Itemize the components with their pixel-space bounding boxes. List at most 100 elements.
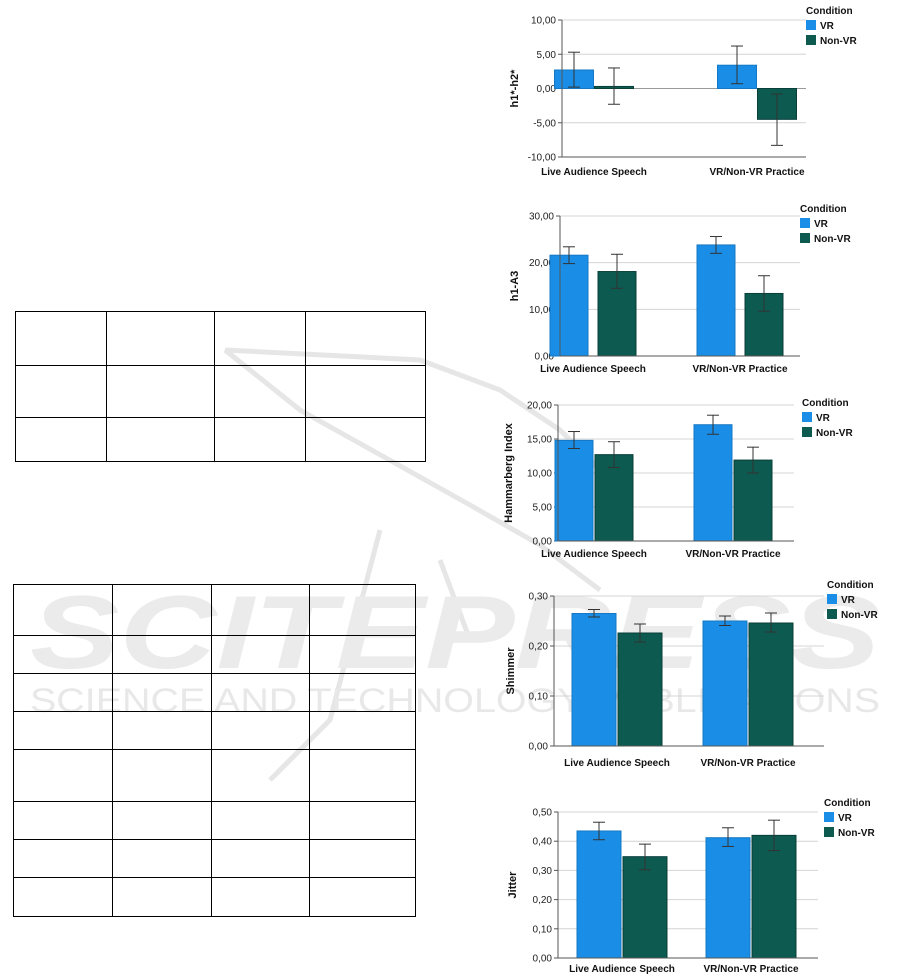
y-axis-title: h1*-h2* (509, 69, 521, 108)
legend-label: VR (816, 413, 831, 424)
legend-title: Condition (806, 6, 853, 17)
legend-title: Condition (824, 798, 871, 809)
legend-swatch-vr (802, 412, 812, 422)
table-cell (111, 877, 212, 917)
table-row (15, 365, 426, 418)
bar-vr (693, 424, 733, 542)
legend-swatch-vr (806, 20, 816, 30)
x-category-label: VR/Non-VR Practice (709, 167, 804, 178)
y-tick-label: 5,00 (533, 503, 553, 514)
table-cell (309, 635, 416, 674)
table-row (13, 877, 416, 917)
table-cell (15, 365, 107, 418)
table-row (15, 417, 426, 462)
table-row (13, 584, 416, 636)
table-cell (111, 673, 212, 712)
table-cell (309, 877, 416, 917)
y-tick-label: 0,00 (529, 742, 549, 753)
legend-swatch-non-vr (824, 827, 834, 837)
y-tick-label: -5,00 (533, 118, 556, 129)
legend-title: Condition (800, 204, 847, 215)
x-category-label: Live Audience Speech (564, 758, 670, 769)
table-cell (213, 417, 307, 462)
legend-title: Condition (802, 398, 849, 409)
table-cell (13, 839, 113, 878)
table-cell (15, 311, 107, 366)
empty-table-bottom (13, 584, 416, 917)
y-tick-label: 0,10 (529, 692, 549, 703)
y-tick-label: 10,00 (527, 469, 552, 480)
y-tick-label: -10,00 (528, 153, 557, 164)
legend-label: VR (841, 595, 856, 606)
legend-swatch-non-vr (802, 427, 812, 437)
table-row (13, 801, 416, 840)
table-cell (13, 711, 113, 750)
y-tick-label: 20,00 (529, 258, 554, 269)
y-tick-label: 0,00 (533, 954, 553, 965)
table-cell (111, 584, 212, 636)
x-category-label: Live Audience Speech (541, 167, 647, 178)
y-tick-label: 10,00 (529, 305, 554, 316)
table-cell (305, 417, 426, 462)
bar-vr (696, 244, 736, 357)
bar-non-vr (622, 856, 668, 959)
legend-swatch-non-vr (806, 35, 816, 45)
y-tick-label: 20,00 (527, 401, 552, 412)
x-category-label: VR/Non-VR Practice (685, 549, 780, 560)
bar-vr (576, 830, 622, 959)
table-cell (309, 711, 416, 750)
table-row (13, 839, 416, 878)
legend-label: Non-VR (816, 428, 853, 439)
legend-label: Non-VR (841, 610, 878, 621)
bar-vr (705, 837, 751, 959)
table-cell (105, 311, 215, 366)
legend-swatch-vr (824, 812, 834, 822)
bar-vr (571, 613, 617, 747)
y-tick-label: 15,00 (527, 435, 552, 446)
table-cell (213, 311, 307, 366)
bar-vr (702, 620, 748, 747)
y-tick-label: 0,20 (533, 895, 553, 906)
empty-table-top (15, 311, 426, 462)
table-row (15, 311, 426, 366)
table-cell (309, 584, 416, 636)
x-category-label: Live Audience Speech (540, 364, 646, 375)
y-axis-title: Hammarberg Index (503, 422, 515, 523)
y-tick-label: 0,20 (529, 642, 549, 653)
bar-non-vr (617, 632, 663, 747)
y-tick-label: 0,50 (533, 808, 553, 819)
table-row (13, 673, 416, 712)
table-cell (13, 749, 113, 802)
y-axis-title: Shimmer (505, 647, 517, 695)
legend-label: Non-VR (838, 828, 875, 839)
y-tick-label: 0,00 (537, 84, 557, 95)
table-cell (15, 417, 107, 462)
bar-vr (549, 254, 589, 357)
y-tick-label: 0,10 (533, 924, 553, 935)
y-tick-label: 30,00 (529, 212, 554, 223)
table-cell (13, 877, 113, 917)
x-category-label: VR/Non-VR Practice (703, 964, 798, 975)
y-axis-title: h1-A3 (509, 271, 521, 302)
legend-title: Condition (827, 580, 874, 591)
table-cell (210, 584, 311, 636)
y-tick-label: 10,00 (531, 16, 556, 27)
table-cell (309, 673, 416, 712)
legend-swatch-vr (827, 594, 837, 604)
y-tick-label: 0,40 (533, 837, 553, 848)
table-cell (210, 877, 311, 917)
legend-label: VR (820, 21, 835, 32)
legend-label: Non-VR (814, 234, 851, 245)
table-cell (213, 365, 307, 418)
table-cell (105, 417, 215, 462)
bar-vr (554, 439, 594, 542)
y-axis-title: Jitter (507, 871, 519, 899)
legend-label: VR (838, 813, 853, 824)
legend-swatch-non-vr (800, 233, 810, 243)
table-cell (13, 584, 113, 636)
